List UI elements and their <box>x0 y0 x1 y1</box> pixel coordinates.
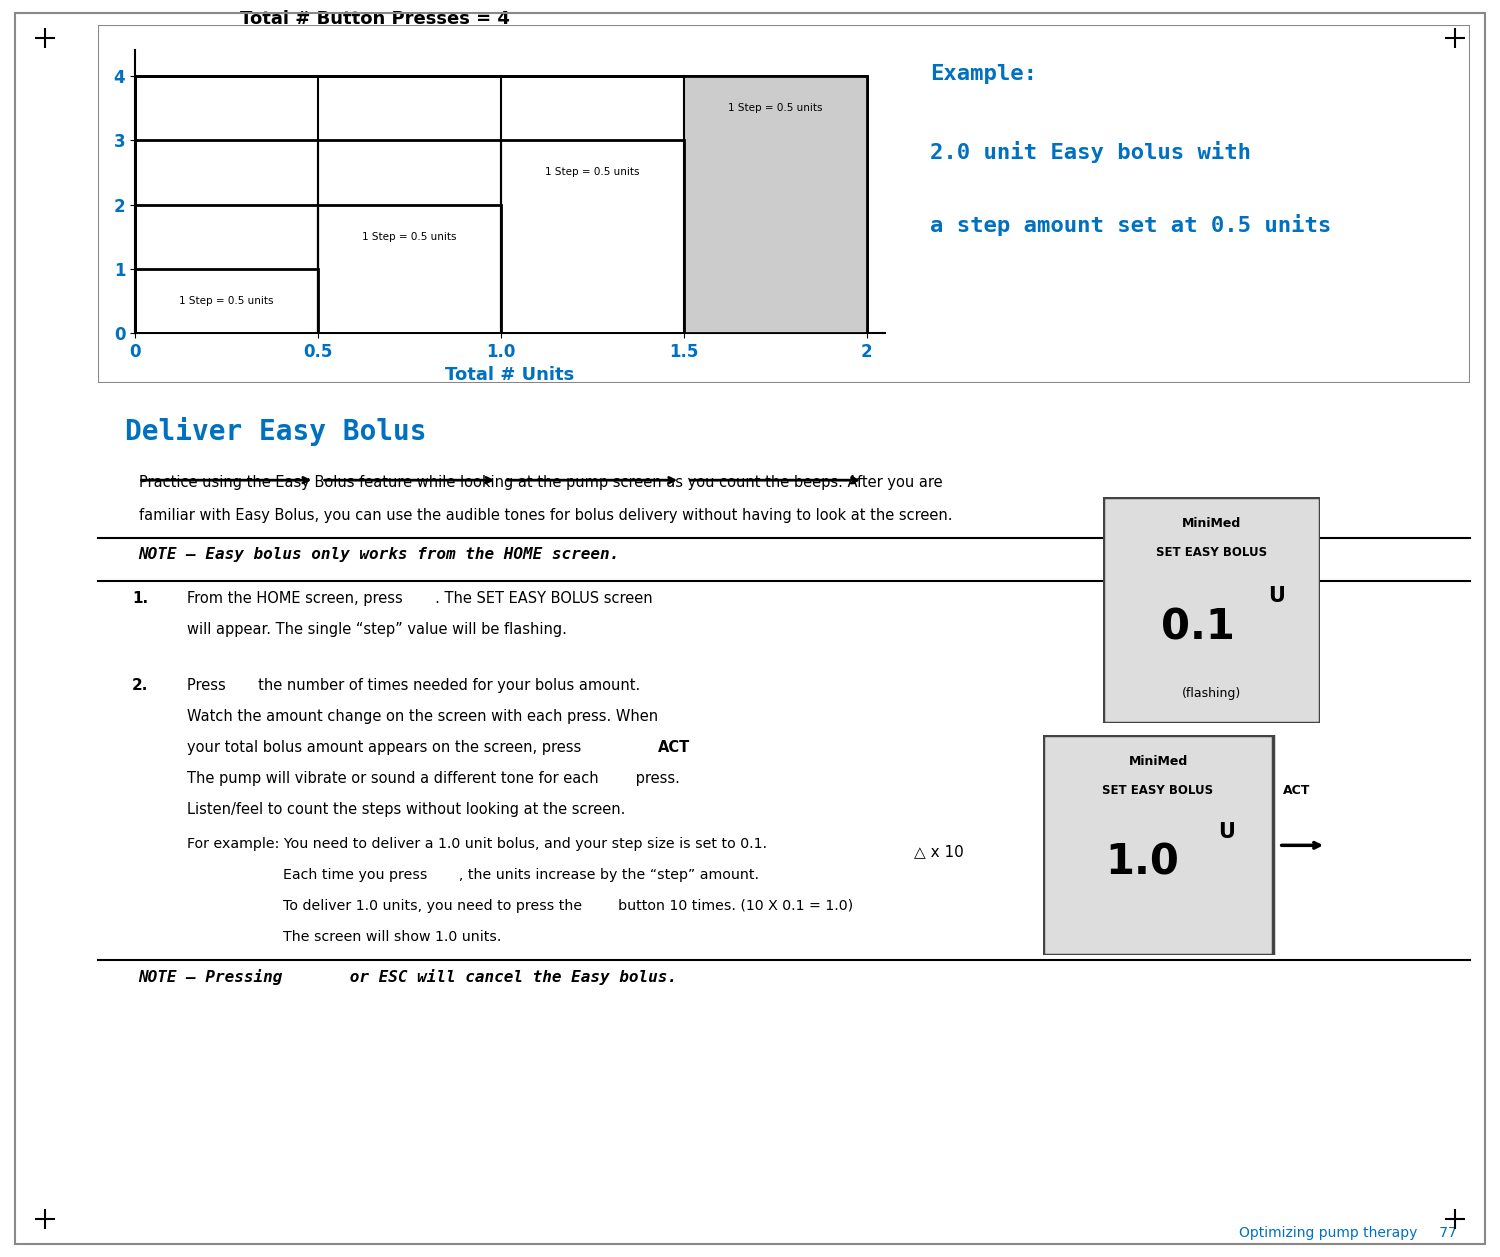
Bar <box>318 205 501 333</box>
Text: familiar with Easy Bolus, you can use the audible tones for bolus delivery witho: familiar with Easy Bolus, you can use th… <box>138 508 953 523</box>
Bar <box>135 205 501 333</box>
Text: your total bolus amount appears on the screen, press: your total bolus amount appears on the s… <box>186 740 585 755</box>
Text: Watch the amount change on the screen with each press. When: Watch the amount change on the screen wi… <box>186 709 658 724</box>
Text: 1.: 1. <box>132 591 148 606</box>
Text: NOTE – Pressing       or ESC will cancel the Easy bolus.: NOTE – Pressing or ESC will cancel the E… <box>138 969 678 985</box>
Text: Example:: Example: <box>930 64 1036 84</box>
Bar <box>135 141 684 333</box>
Bar <box>501 141 684 333</box>
Text: will appear. The single “step” value will be flashing.: will appear. The single “step” value wil… <box>186 622 567 637</box>
Text: For example: You need to deliver a 1.0 unit bolus, and your step size is set to : For example: You need to deliver a 1.0 u… <box>186 837 766 851</box>
Bar <box>135 269 318 333</box>
Text: ACT: ACT <box>657 740 690 755</box>
Bar <box>135 269 318 333</box>
Bar <box>135 269 318 333</box>
Text: The screen will show 1.0 units.: The screen will show 1.0 units. <box>284 930 501 944</box>
X-axis label: Total # Units: Total # Units <box>446 366 574 385</box>
Text: SET EASY BOLUS: SET EASY BOLUS <box>1155 547 1268 559</box>
Bar <box>135 269 318 333</box>
Text: △ x 10: △ x 10 <box>914 843 964 859</box>
Bar <box>135 269 318 333</box>
Bar <box>135 141 684 333</box>
Text: Total # Button Presses = 4: Total # Button Presses = 4 <box>240 10 510 28</box>
Text: Listen/feel to count the steps without looking at the screen.: Listen/feel to count the steps without l… <box>186 802 626 817</box>
Text: 1 Step = 0.5 units: 1 Step = 0.5 units <box>728 103 822 113</box>
Text: 1.0: 1.0 <box>1106 842 1179 884</box>
Text: SET EASY BOLUS: SET EASY BOLUS <box>1102 784 1214 797</box>
Text: To deliver 1.0 units, you need to press the        button 10 times. (10 X 0.1 = : To deliver 1.0 units, you need to press … <box>284 899 853 913</box>
Bar <box>135 141 684 333</box>
Text: U: U <box>1218 822 1234 842</box>
Text: a step amount set at 0.5 units: a step amount set at 0.5 units <box>930 214 1332 236</box>
Text: 1 Step = 0.5 units: 1 Step = 0.5 units <box>178 295 273 305</box>
Text: 2.0 unit Easy bolus with: 2.0 unit Easy bolus with <box>930 141 1251 163</box>
Text: Press       the number of times needed for your bolus amount.: Press the number of times needed for you… <box>186 679 640 694</box>
Bar <box>684 75 867 333</box>
Text: 1 Step = 0.5 units: 1 Step = 0.5 units <box>544 167 639 177</box>
Text: From the HOME screen, press       . The SET EASY BOLUS screen: From the HOME screen, press . The SET EA… <box>186 591 652 606</box>
Text: 0.1: 0.1 <box>1161 607 1234 649</box>
Bar <box>1042 735 1274 955</box>
Text: U: U <box>1268 586 1286 606</box>
Text: MiniMed: MiniMed <box>1128 755 1188 768</box>
Text: Practice using the Easy Bolus feature while looking at the pump screen as you co: Practice using the Easy Bolus feature wh… <box>138 475 942 490</box>
Text: 2.: 2. <box>132 679 148 694</box>
Bar <box>135 205 501 333</box>
Text: Optimizing pump therapy     77: Optimizing pump therapy 77 <box>1239 1226 1456 1239</box>
Text: ACT: ACT <box>1284 784 1311 797</box>
Bar <box>135 205 501 333</box>
Text: Deliver Easy Bolus: Deliver Easy Bolus <box>124 417 426 446</box>
Text: MiniMed: MiniMed <box>1182 517 1240 530</box>
Text: 1 Step = 0.5 units: 1 Step = 0.5 units <box>362 231 456 241</box>
Text: (flashing): (flashing) <box>1182 688 1240 700</box>
Bar <box>135 205 501 333</box>
Text: Each time you press       , the units increase by the “step” amount.: Each time you press , the units increase… <box>284 867 759 882</box>
Text: The pump will vibrate or sound a different tone for each        press.: The pump will vibrate or sound a differe… <box>186 772 680 787</box>
Text: NOTE – Easy bolus only works from the HOME screen.: NOTE – Easy bolus only works from the HO… <box>138 547 620 562</box>
Bar <box>135 269 318 333</box>
